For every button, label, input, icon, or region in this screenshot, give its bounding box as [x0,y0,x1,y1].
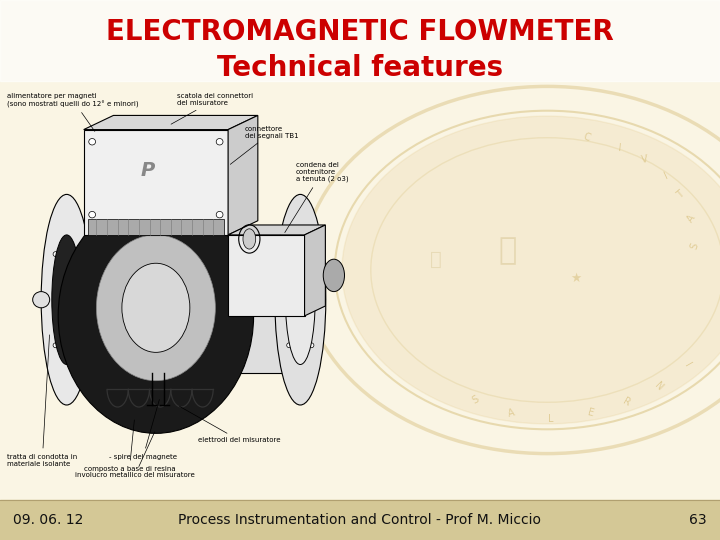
Text: S: S [689,241,701,250]
Ellipse shape [275,194,325,405]
Text: 🛡: 🛡 [430,249,441,269]
Circle shape [216,212,223,218]
Text: P: P [140,160,155,180]
Text: T: T [675,188,686,200]
Circle shape [342,116,720,424]
Circle shape [216,138,223,145]
Ellipse shape [42,297,47,302]
Circle shape [89,212,96,218]
Text: - spire del magnete: - spire del magnete [109,400,177,460]
Text: involucro metallico del misuratore: involucro metallico del misuratore [75,432,195,478]
Text: A: A [685,213,697,224]
Bar [88,219,224,235]
Ellipse shape [75,343,80,348]
Text: elettrodi del misuratore: elettrodi del misuratore [179,407,281,443]
Ellipse shape [96,235,215,381]
Text: 63: 63 [690,513,707,526]
Text: Technical features: Technical features [217,53,503,82]
Text: alimentatore per magneti
(sono mostrati quelli do 12° e minori): alimentatore per magneti (sono mostrati … [7,93,139,131]
Ellipse shape [320,297,325,302]
Text: 🧙: 🧙 [498,237,517,266]
Text: I: I [617,144,621,153]
Bar [67,227,300,373]
Text: Process Instrumentation and Control - Prof M. Miccio: Process Instrumentation and Control - Pr… [179,513,541,526]
Text: V: V [640,154,649,165]
Ellipse shape [86,297,91,302]
Polygon shape [228,225,325,235]
Text: L: L [548,414,554,423]
Circle shape [32,292,50,308]
Text: E: E [586,408,595,418]
Bar [228,235,305,316]
Ellipse shape [309,252,314,256]
Ellipse shape [75,252,80,256]
Polygon shape [305,225,325,316]
Text: composto a base di resina: composto a base di resina [84,420,175,472]
Text: ★: ★ [570,272,582,285]
Ellipse shape [41,194,92,405]
Text: 09. 06. 12: 09. 06. 12 [13,513,84,526]
Polygon shape [228,116,258,235]
Text: N: N [652,380,665,392]
Ellipse shape [309,343,314,348]
Ellipse shape [323,259,344,292]
Text: tratta di condotta in
materiale isolante: tratta di condotta in materiale isolante [7,335,78,467]
Text: R: R [621,396,632,408]
Ellipse shape [122,263,190,353]
Ellipse shape [276,297,281,302]
Ellipse shape [58,199,253,433]
Text: scatola dei connettori
del misuratore: scatola dei connettori del misuratore [171,93,253,124]
Text: condena del
contenitore
a tenuta (2 o3): condena del contenitore a tenuta (2 o3) [285,162,348,233]
Text: ELECTROMAGNETIC FLOWMETER: ELECTROMAGNETIC FLOWMETER [106,18,614,46]
Circle shape [89,138,96,145]
Ellipse shape [53,252,58,256]
Ellipse shape [287,252,292,256]
Text: connettore
dei segnali TB1: connettore dei segnali TB1 [230,126,299,164]
Bar [84,130,228,235]
Ellipse shape [53,343,58,348]
Ellipse shape [243,229,256,249]
Text: I: I [683,361,693,368]
Polygon shape [84,116,258,130]
Ellipse shape [287,343,292,348]
Bar [0,0,720,81]
Text: S: S [470,394,480,406]
Ellipse shape [285,235,315,364]
Bar [0,500,720,540]
Text: C: C [582,132,592,144]
Text: I: I [662,170,670,181]
Ellipse shape [52,235,81,364]
Text: A: A [507,407,516,419]
